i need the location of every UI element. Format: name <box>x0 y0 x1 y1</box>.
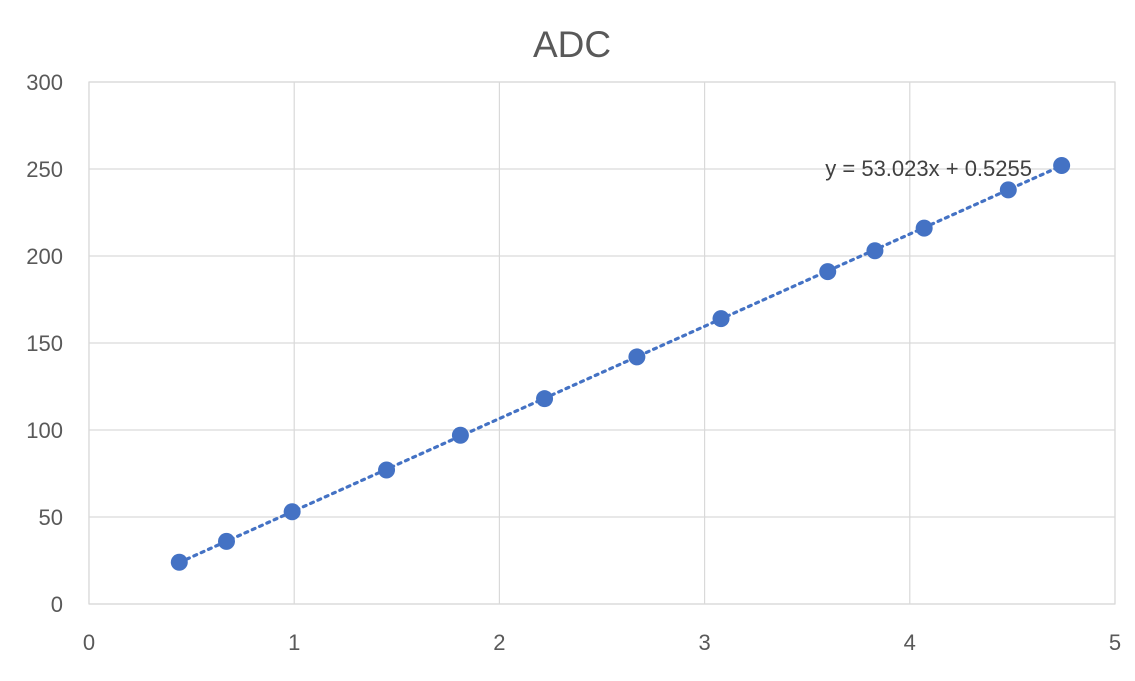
trendline-equation-label: y = 53.023x + 0.5255 <box>825 156 1032 181</box>
y-tick-label: 300 <box>26 70 63 95</box>
y-tick-label: 150 <box>26 331 63 356</box>
y-tick-label: 50 <box>39 505 63 530</box>
y-tick-label: 250 <box>26 157 63 182</box>
y-tick-label: 100 <box>26 418 63 443</box>
y-tick-label: 200 <box>26 244 63 269</box>
data-point <box>217 532 235 550</box>
y-axis-tick-labels: 0 50 100 150 200 250 300 <box>26 70 63 617</box>
data-point <box>378 461 396 479</box>
trendline-group <box>177 164 1064 565</box>
x-tick-label: 5 <box>1109 630 1121 655</box>
x-axis-tick-labels: 0 1 2 3 4 5 <box>83 630 1121 655</box>
x-tick-label: 4 <box>904 630 916 655</box>
data-point <box>283 503 301 521</box>
x-tick-label: 2 <box>493 630 505 655</box>
data-point <box>536 390 554 408</box>
data-point <box>170 553 188 571</box>
x-tick-label: 1 <box>288 630 300 655</box>
data-point <box>819 263 837 281</box>
data-point <box>628 348 646 366</box>
plot-area-border <box>88 81 1116 605</box>
data-point <box>915 219 933 237</box>
data-point <box>1053 157 1071 175</box>
trendline <box>177 164 1064 565</box>
x-tick-label: 3 <box>698 630 710 655</box>
data-points <box>170 157 1071 571</box>
chart-title: ADC <box>533 24 611 65</box>
data-point <box>712 310 730 328</box>
data-point <box>866 242 884 260</box>
data-point <box>451 426 469 444</box>
y-tick-label: 0 <box>51 592 63 617</box>
data-point <box>999 181 1017 199</box>
x-tick-label: 0 <box>83 630 95 655</box>
